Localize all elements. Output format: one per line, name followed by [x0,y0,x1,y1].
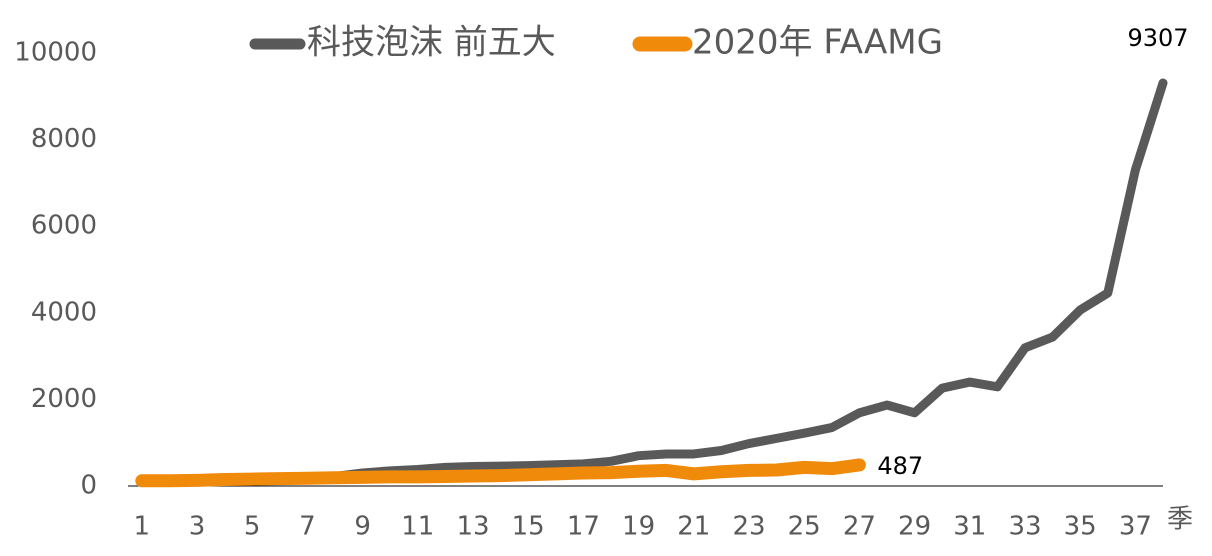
x-tick-label: 3 [189,512,206,542]
x-tick-label: 21 [677,512,710,542]
x-tick-label: 1 [134,512,151,542]
x-tick-label: 5 [244,512,261,542]
data-label: 9307 [1127,24,1188,52]
legend-label: 2020年 FAAMG [692,23,943,63]
x-tick-label: 11 [401,512,434,542]
y-tick-label: 10000 [14,38,97,68]
y-tick-label: 6000 [31,211,97,241]
y-tick-label: 8000 [31,124,97,154]
x-tick-label: 19 [622,512,655,542]
x-tick-label: 23 [732,512,765,542]
x-tick-label: 13 [456,512,489,542]
data-label: 487 [877,452,923,480]
x-tick-label: 25 [788,512,821,542]
x-tick-label: 33 [1008,512,1041,542]
y-tick-label: 4000 [31,297,97,327]
x-tick-label: 29 [898,512,931,542]
x-tick-label: 7 [299,512,316,542]
y-tick-label: 2000 [31,384,97,414]
x-tick-label: 9 [354,512,371,542]
series-line [137,78,1168,488]
x-tick-label: 27 [843,512,876,542]
x-axis-label: 季 [1167,505,1193,535]
x-tick-label: 15 [512,512,545,542]
x-tick-label: 31 [953,512,986,542]
legend-label: 科技泡沫 前五大 [307,23,556,63]
x-tick-label: 35 [1064,512,1097,542]
x-tick-label: 17 [567,512,600,542]
x-tick-label: 37 [1119,512,1152,542]
series-line [135,458,866,488]
y-tick-label: 0 [80,471,97,501]
